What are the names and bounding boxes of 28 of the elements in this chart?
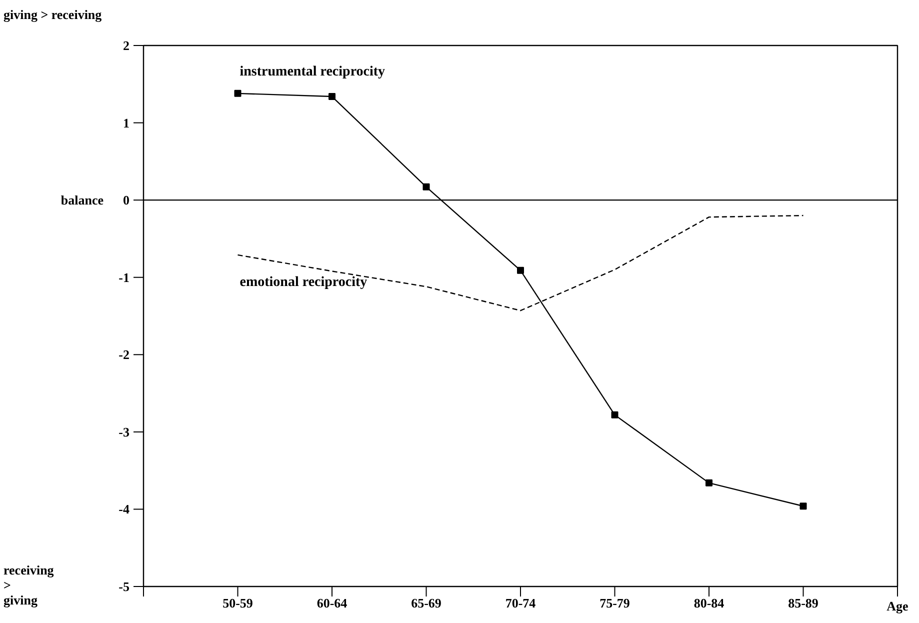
series-label: instrumental reciprocity xyxy=(240,64,386,80)
text: balance xyxy=(60,192,104,208)
point xyxy=(706,479,712,486)
y-tick-label: 2 xyxy=(123,38,130,53)
series-label: emotional reciprocity xyxy=(240,274,368,290)
y-tick-label: 0 xyxy=(123,192,130,208)
text: giving > receiving xyxy=(4,7,102,22)
point xyxy=(611,411,618,418)
y-tick-label: 1 xyxy=(123,115,130,130)
y-tick-label: -4 xyxy=(118,502,130,517)
x-tick-label: 80-84 xyxy=(694,596,725,610)
point xyxy=(234,90,242,97)
text: receiving > giving xyxy=(4,562,54,608)
point xyxy=(800,502,807,510)
x-axis-title: Age xyxy=(886,598,909,614)
x-tick-label: 70-74 xyxy=(505,596,536,610)
point xyxy=(328,93,336,100)
y-tick-label: -1 xyxy=(118,270,130,285)
x-tick-label: 50-59 xyxy=(222,596,254,610)
x-tick-label: 75-79 xyxy=(600,596,630,610)
y-tick-label: -3 xyxy=(118,424,130,440)
x-tick-label: 60-64 xyxy=(316,596,348,610)
x-tick-label: 65-69 xyxy=(411,596,442,610)
x-tick-label: 85-89 xyxy=(788,596,819,610)
y-tick-label: -2 xyxy=(118,347,130,362)
point xyxy=(517,266,524,274)
point xyxy=(422,183,430,190)
y-tick-label: -5 xyxy=(118,579,130,594)
